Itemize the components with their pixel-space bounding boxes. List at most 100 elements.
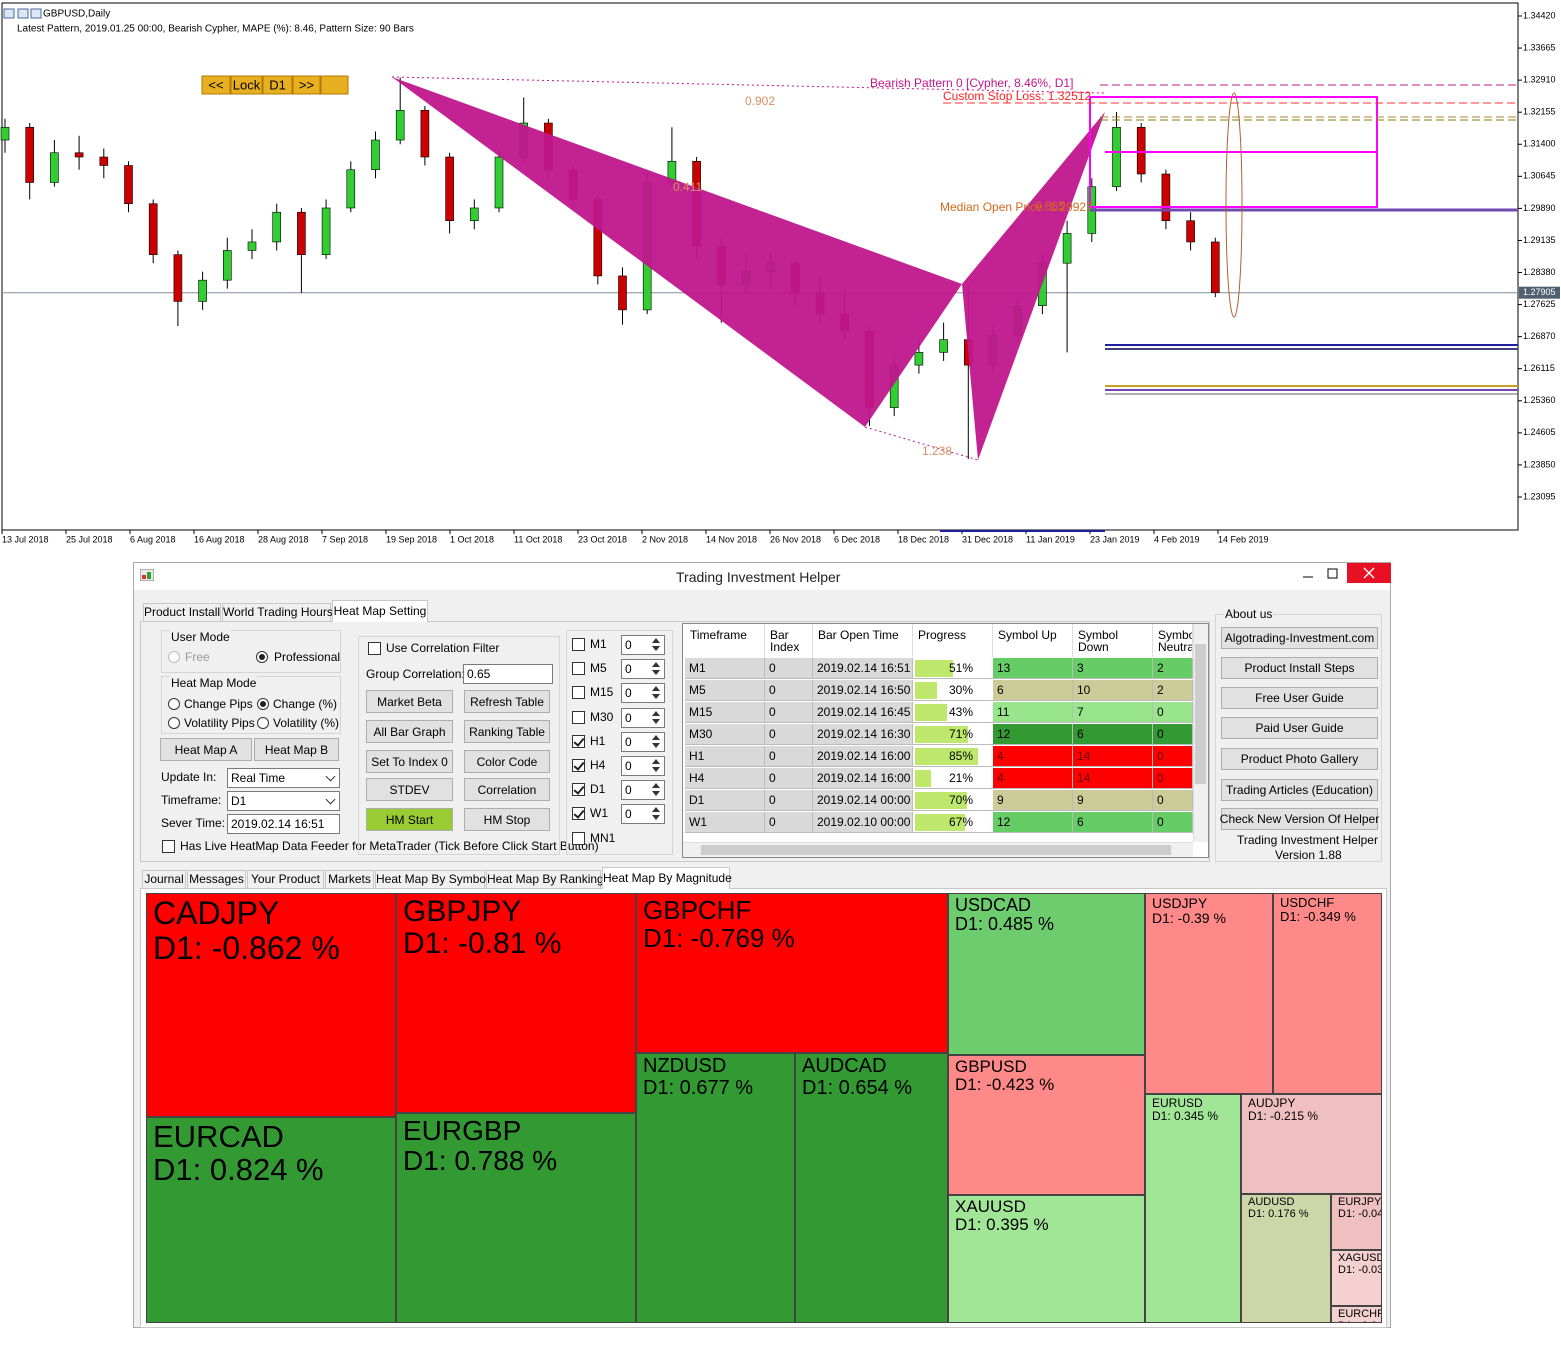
- heatmap-tile[interactable]: XAUUSD D1: 0.395 %: [948, 1195, 1145, 1323]
- checkbox[interactable]: [572, 759, 585, 772]
- input[interactable]: 0: [621, 804, 665, 825]
- window-controls[interactable]: [1295, 563, 1391, 585]
- button[interactable]: Set To Index 0: [366, 750, 453, 773]
- toolbar-label[interactable]: Lock: [233, 77, 261, 92]
- heatmap-tile[interactable]: EURCHFD1: -0.0: [1331, 1306, 1382, 1323]
- input[interactable]: 0: [621, 707, 665, 728]
- tab[interactable]: Heat Map Setting: [332, 600, 428, 622]
- heatmap-tile[interactable]: GBPCHF D1: -0.769 %: [636, 893, 948, 1053]
- checkbox[interactable]: [368, 642, 381, 655]
- checkbox[interactable]: [572, 710, 585, 724]
- button[interactable]: Refresh Table: [464, 690, 550, 713]
- toolbar-label[interactable]: D1: [269, 77, 286, 92]
- input[interactable]: D1: [227, 791, 340, 811]
- tab[interactable]: Your Product: [247, 870, 324, 888]
- tab[interactable]: World Trading Hours: [222, 603, 333, 621]
- x-tick-label: 16 Aug 2018: [194, 534, 245, 544]
- heatmap-tile[interactable]: AUDJPY D1: -0.215 %: [1241, 1094, 1382, 1194]
- tab[interactable]: Heat Map By Symbol: [375, 870, 489, 888]
- button[interactable]: All Bar Graph: [366, 720, 453, 743]
- button[interactable]: STDEV: [366, 778, 453, 801]
- input[interactable]: 2019.02.14 16:51: [227, 814, 340, 834]
- checkbox[interactable]: [572, 807, 585, 821]
- tab[interactable]: Messages: [187, 870, 246, 888]
- button[interactable]: Market Beta: [366, 690, 453, 713]
- progress-bar: [915, 814, 965, 831]
- tab[interactable]: Heat Map By Ranking: [486, 870, 604, 888]
- heatmap-tile[interactable]: USDCAD D1: 0.485 %: [948, 893, 1145, 1055]
- about-version: Version 1.88: [1275, 848, 1342, 862]
- button[interactable]: Free User Guide: [1221, 687, 1378, 709]
- checkbox[interactable]: [572, 686, 585, 700]
- checkbox[interactable]: [162, 840, 175, 853]
- tab[interactable]: Markets: [325, 870, 374, 888]
- button[interactable]: Check New Version Of Helper: [1220, 808, 1379, 830]
- button[interactable]: Algotrading-Investment.com: [1221, 627, 1378, 649]
- tab[interactable]: Journal: [142, 870, 186, 888]
- maximize[interactable]: [1327, 568, 1338, 579]
- input[interactable]: 0: [621, 780, 665, 801]
- chart-symbol: GBPUSD,Daily: [43, 9, 110, 20]
- candle-body: [346, 169, 356, 209]
- button[interactable]: Color Code: [464, 750, 550, 773]
- heatmap-tile[interactable]: EURUSD D1: 0.345 %: [1145, 1094, 1241, 1323]
- button[interactable]: HM Stop: [464, 808, 550, 831]
- button[interactable]: Heat Map B: [254, 738, 339, 761]
- input[interactable]: 0: [621, 659, 665, 680]
- toolbar-label[interactable]: <<: [208, 77, 223, 92]
- table-cell: 0: [765, 724, 813, 745]
- toolbar-button[interactable]: [262, 75, 293, 95]
- radio[interactable]: [256, 651, 268, 663]
- tile-symbol: USDCHF: [1280, 895, 1335, 910]
- button[interactable]: Product Install Steps: [1221, 657, 1378, 679]
- button[interactable]: Ranking Table: [464, 720, 550, 743]
- button[interactable]: Product Photo Gallery: [1221, 748, 1378, 770]
- button[interactable]: Correlation: [464, 778, 550, 801]
- input[interactable]: Real Time: [227, 768, 340, 788]
- heatmap-tile[interactable]: GBPJPY D1: -0.81 %: [396, 893, 636, 1113]
- input[interactable]: 0: [621, 756, 665, 776]
- button[interactable]: Heat Map A: [160, 738, 252, 761]
- heatmap-tile[interactable]: CADJPY D1: -0.862 %: [146, 893, 396, 1117]
- tab[interactable]: Heat Map By Magnitude: [602, 867, 732, 889]
- button[interactable]: HM Start: [366, 808, 453, 831]
- heatmap-tile[interactable]: EURCAD D1: 0.824 %: [146, 1117, 396, 1323]
- heatmap-tile[interactable]: AUDUSD D1: 0.176 %: [1241, 1194, 1331, 1323]
- heatmap-tile[interactable]: USDJPY D1: -0.39 %: [1145, 893, 1273, 1094]
- group-box: [1215, 614, 1382, 862]
- button[interactable]: Paid User Guide: [1221, 717, 1378, 739]
- heatmap-tile[interactable]: GBPUSD D1: -0.423 %: [948, 1055, 1145, 1195]
- checkbox[interactable]: [572, 783, 585, 797]
- heatmap-tile[interactable]: USDCHF D1: -0.349 %: [1273, 893, 1382, 1094]
- x-tick-label: 2 Nov 2018: [642, 534, 688, 544]
- heatmap-tile[interactable]: XAGUSD D1: -0.03: [1331, 1250, 1382, 1306]
- checkbox[interactable]: [572, 638, 585, 651]
- button[interactable]: Trading Articles (Education): [1221, 779, 1378, 801]
- radio[interactable]: [257, 717, 269, 729]
- toolbar-label[interactable]: >>: [299, 77, 314, 92]
- radio[interactable]: [257, 698, 269, 710]
- table-cell: 67%: [913, 812, 993, 833]
- checkbox[interactable]: [572, 831, 585, 845]
- radio[interactable]: [168, 717, 180, 729]
- heatmap-tile[interactable]: NZDUSD D1: 0.677 %: [636, 1053, 795, 1323]
- input[interactable]: 0.65: [463, 664, 553, 684]
- heatmap-tile[interactable]: AUDCAD D1: 0.654 %: [795, 1053, 948, 1323]
- input[interactable]: 0: [621, 683, 665, 704]
- candle-body: [25, 126, 35, 183]
- tile-change: D1: -0.81 %: [403, 927, 562, 961]
- toolbar-button[interactable]: [292, 75, 321, 95]
- tab[interactable]: Product Install: [143, 603, 221, 621]
- data-table: Timeframe Bar Index Bar Open Time Progress S…: [682, 623, 1209, 858]
- radio[interactable]: [168, 698, 180, 710]
- heatmap-tile[interactable]: EURGBP D1: 0.788 %: [396, 1113, 636, 1323]
- input[interactable]: 0: [621, 731, 665, 752]
- checkbox[interactable]: [572, 734, 585, 748]
- checkbox[interactable]: [572, 662, 585, 676]
- x-tick-label: 23 Jan 2019: [1090, 534, 1140, 544]
- input[interactable]: 0: [621, 635, 665, 655]
- radio[interactable]: [168, 651, 180, 663]
- toolbar-button[interactable]: [230, 75, 263, 95]
- heatmap-tile[interactable]: EURJPY D1: -0.04: [1331, 1194, 1382, 1250]
- toolbar-button[interactable]: [201, 75, 231, 95]
